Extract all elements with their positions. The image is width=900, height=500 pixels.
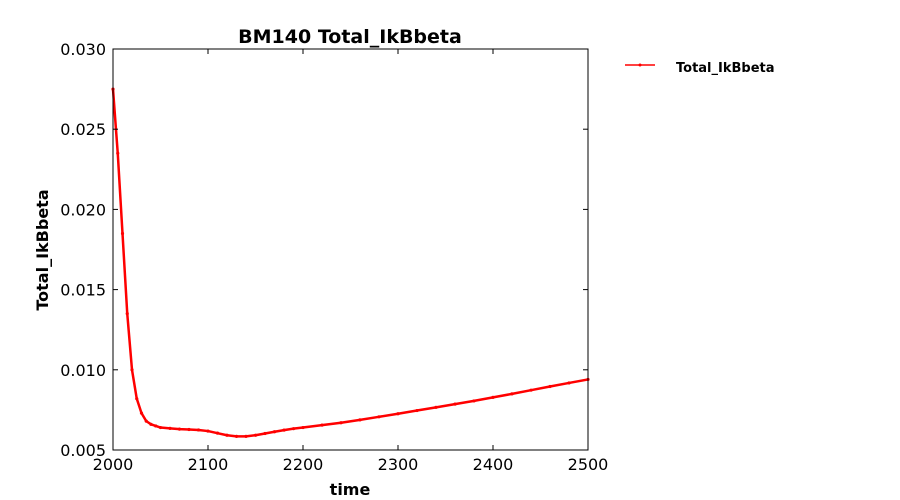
data-point [168,426,172,430]
data-point [510,392,514,396]
data-point [149,422,153,426]
x-tick-label: 2300 [378,455,419,474]
data-point [177,427,182,431]
plot-area [113,49,588,450]
data-point [139,411,144,415]
x-tick-label: 2500 [568,455,609,474]
series-layer [111,87,590,438]
y-tick-label: 0.020 [60,200,106,219]
legend-marker-icon [638,63,642,67]
x-tick-label: 2000 [93,455,134,474]
data-point [215,431,220,435]
data-point [130,368,134,372]
plot-frame [112,48,589,451]
data-point [116,151,120,155]
data-point [453,402,457,406]
data-point [187,427,191,432]
data-point [529,388,533,392]
data-point [253,433,258,437]
data-point [125,312,129,316]
y-tick-label: 0.010 [60,361,106,380]
x-tick-label: 2200 [283,455,324,474]
data-point [263,431,267,436]
data-point [358,418,362,422]
data-point [154,424,158,428]
data-point [415,408,419,413]
legend: Total_IkBbeta [625,61,775,76]
y-tick-label: 0.025 [60,120,106,139]
data-point [234,434,239,438]
data-point [196,428,201,432]
data-point [548,384,552,389]
data-point [339,421,343,425]
x-axis-label: time [330,480,371,499]
data-point [244,434,248,438]
data-point [272,430,277,434]
data-point [491,395,495,399]
data-point [291,427,296,431]
data-point [206,429,210,433]
data-point [135,397,139,401]
ticks-layer: 2000 2100 2200 2300 2400 2500 0.005 0.010 0.015 0… [60,40,608,474]
y-tick-label: 0.030 [60,40,106,59]
data-point [396,412,400,416]
data-point [301,425,305,430]
data-point [225,433,229,437]
x-tick-label: 2100 [188,455,229,474]
legend-label: Total_IkBbeta [676,61,775,76]
y-tick-label: 0.005 [60,441,106,460]
data-point [120,231,125,236]
data-point [434,405,438,409]
data-point [282,428,286,432]
x-tick-label: 2400 [473,455,514,474]
y-axis-label: Total_IkBbeta [33,189,52,310]
data-point [472,399,476,403]
data-point [144,419,148,423]
data-point [320,423,324,427]
y-tick-label: 0.015 [60,281,106,300]
chart-title: BM140 Total_IkBbeta [238,26,462,48]
data-point [567,381,571,385]
data-point [377,415,381,419]
data-point [158,425,163,430]
